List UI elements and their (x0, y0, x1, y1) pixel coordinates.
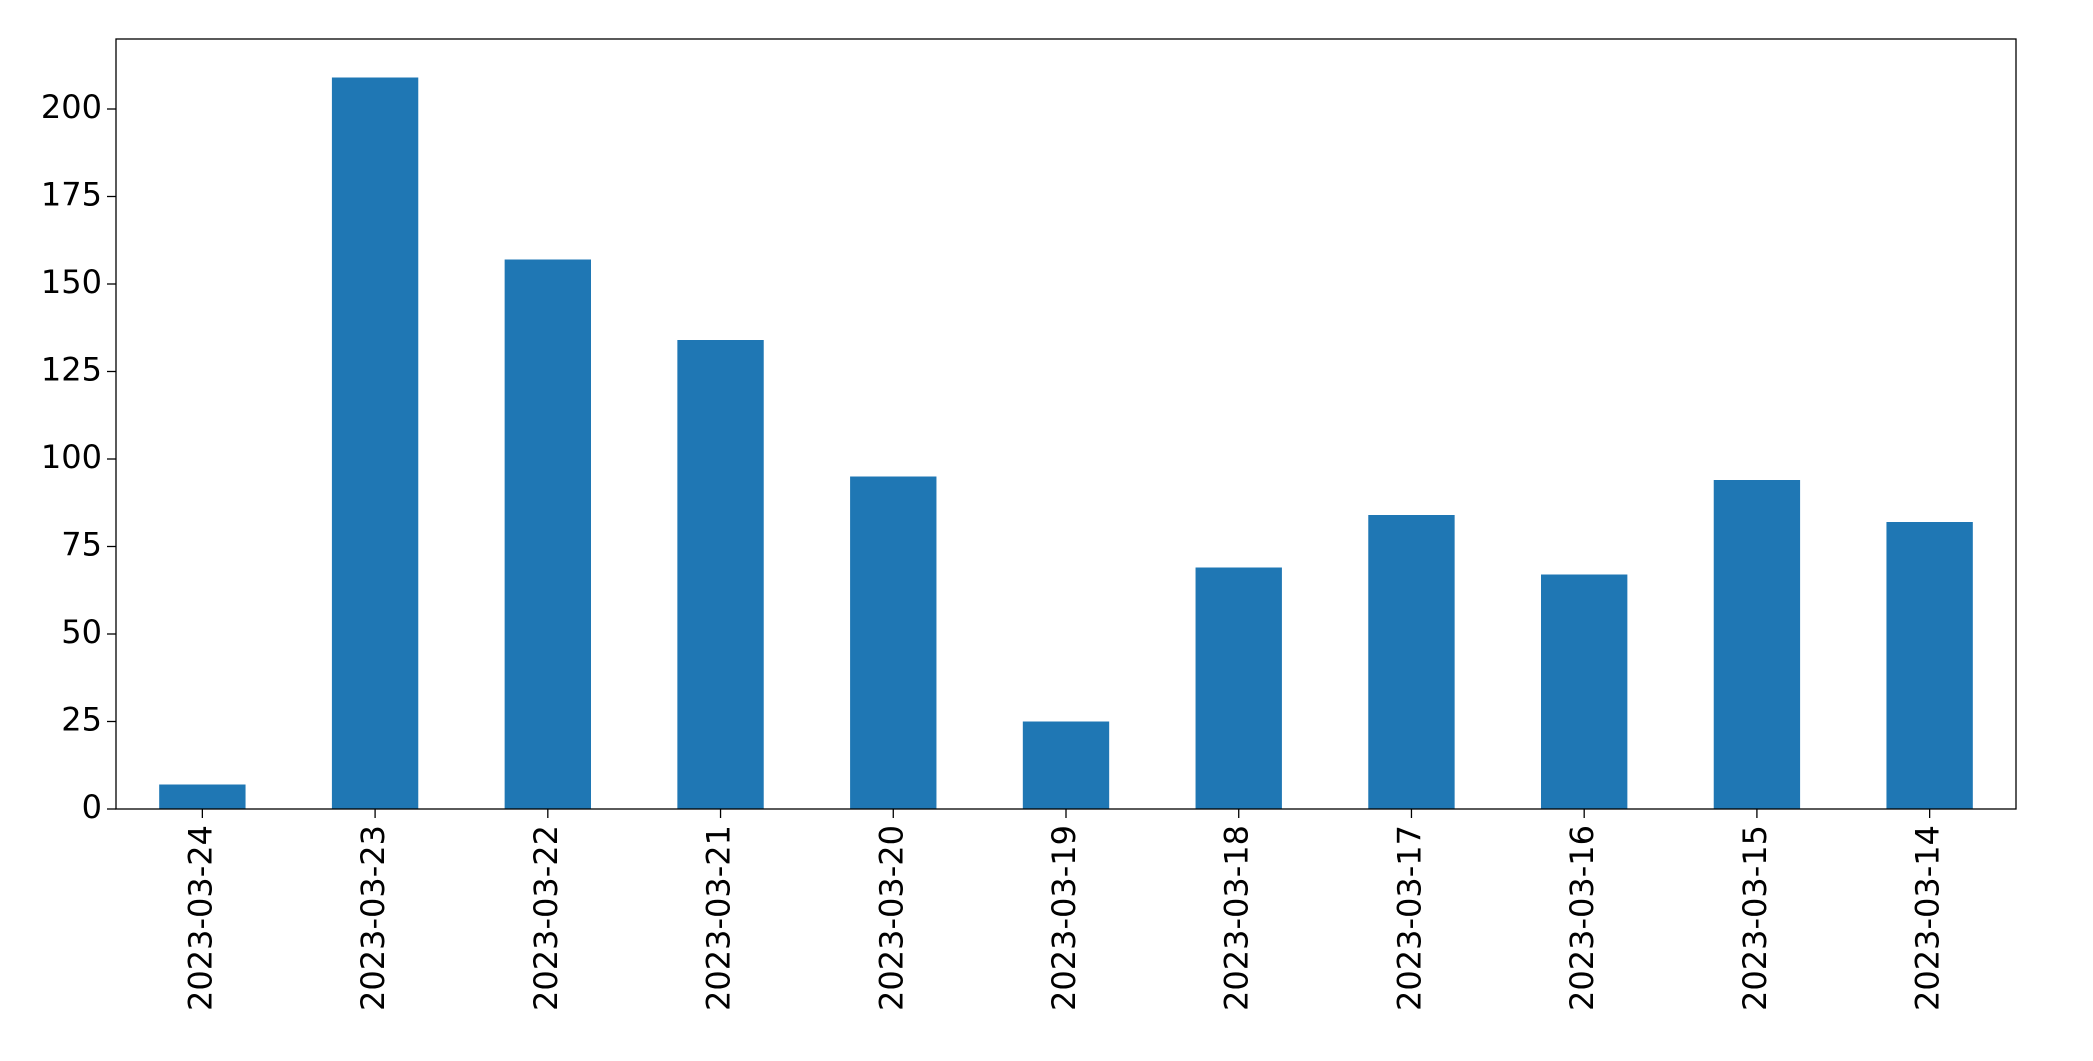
y-tick-label: 100 (41, 438, 102, 476)
y-tick-label: 75 (61, 526, 102, 564)
x-tick-label: 2023-03-16 (1563, 825, 1601, 1011)
y-tick-label: 150 (41, 263, 102, 301)
bar (1541, 574, 1628, 809)
bar (1886, 522, 1973, 809)
bar (331, 77, 419, 809)
bar (1713, 480, 1801, 809)
bar (1195, 567, 1282, 809)
x-tick-label: 2023-03-18 (1218, 825, 1256, 1011)
bar (850, 476, 937, 809)
bar (1022, 721, 1110, 809)
bar (677, 340, 764, 809)
bar (1368, 515, 1455, 809)
bar (159, 784, 246, 809)
y-tick-label: 25 (61, 701, 102, 739)
plot-frame (115, 38, 2017, 810)
x-tick-label: 2023-03-24 (181, 825, 219, 1011)
y-tick-label: 125 (41, 351, 102, 389)
y-tick-label: 0 (82, 788, 102, 826)
bar (504, 259, 591, 809)
x-tick-label: 2023-03-23 (354, 825, 392, 1011)
x-tick-label: 2023-03-14 (1909, 825, 1947, 1011)
x-tick-label: 2023-03-22 (527, 825, 565, 1011)
x-tick-label: 2023-03-17 (1390, 825, 1428, 1011)
y-tick-label: 200 (41, 88, 102, 126)
x-tick-label: 2023-03-20 (872, 825, 910, 1011)
y-tick-label: 50 (61, 613, 102, 651)
x-tick-label: 2023-03-15 (1736, 825, 1774, 1011)
x-tick-label: 2023-03-21 (700, 825, 738, 1011)
x-tick-label: 2023-03-19 (1045, 825, 1083, 1011)
y-tick-label: 175 (41, 176, 102, 214)
